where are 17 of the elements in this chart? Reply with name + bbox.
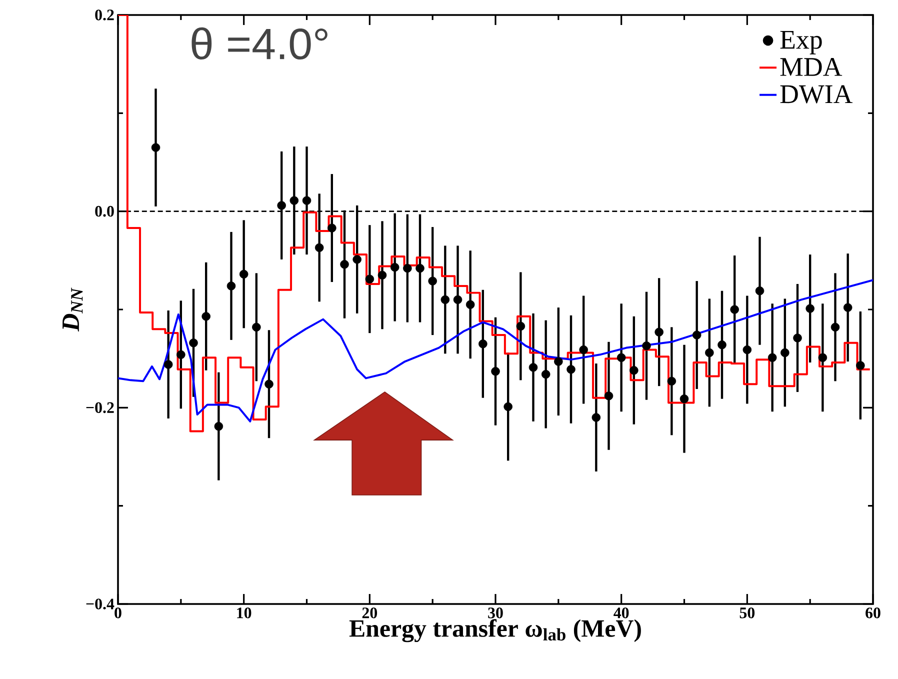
x-tick-label: 60 <box>866 608 880 618</box>
x-tick-label: 50 <box>740 608 755 618</box>
y-tick-label: −0.4 <box>86 598 114 610</box>
x-tick-label: 10 <box>237 608 252 618</box>
y-tick-label: −0.2 <box>86 402 114 414</box>
legend-label: MDA <box>780 58 842 76</box>
x-tick-label: 0 <box>114 608 122 618</box>
y-tick-label: 0.0 <box>95 206 114 217</box>
y-axis-title: D$_{NN}$ <box>62 288 83 332</box>
legend-label: DWIA <box>780 85 853 104</box>
x-tick-label: 30 <box>488 608 503 618</box>
y-tick-label: 0.2 <box>95 10 114 20</box>
x-tick-label: 40 <box>614 608 629 618</box>
x-tick-label: 20 <box>362 608 378 618</box>
x-axis-title: Energy transfer ω$_{lab}$ (MeV) <box>349 619 641 642</box>
legend-label: Exp <box>780 30 822 54</box>
annotation: θ =4.0° <box>192 27 328 60</box>
